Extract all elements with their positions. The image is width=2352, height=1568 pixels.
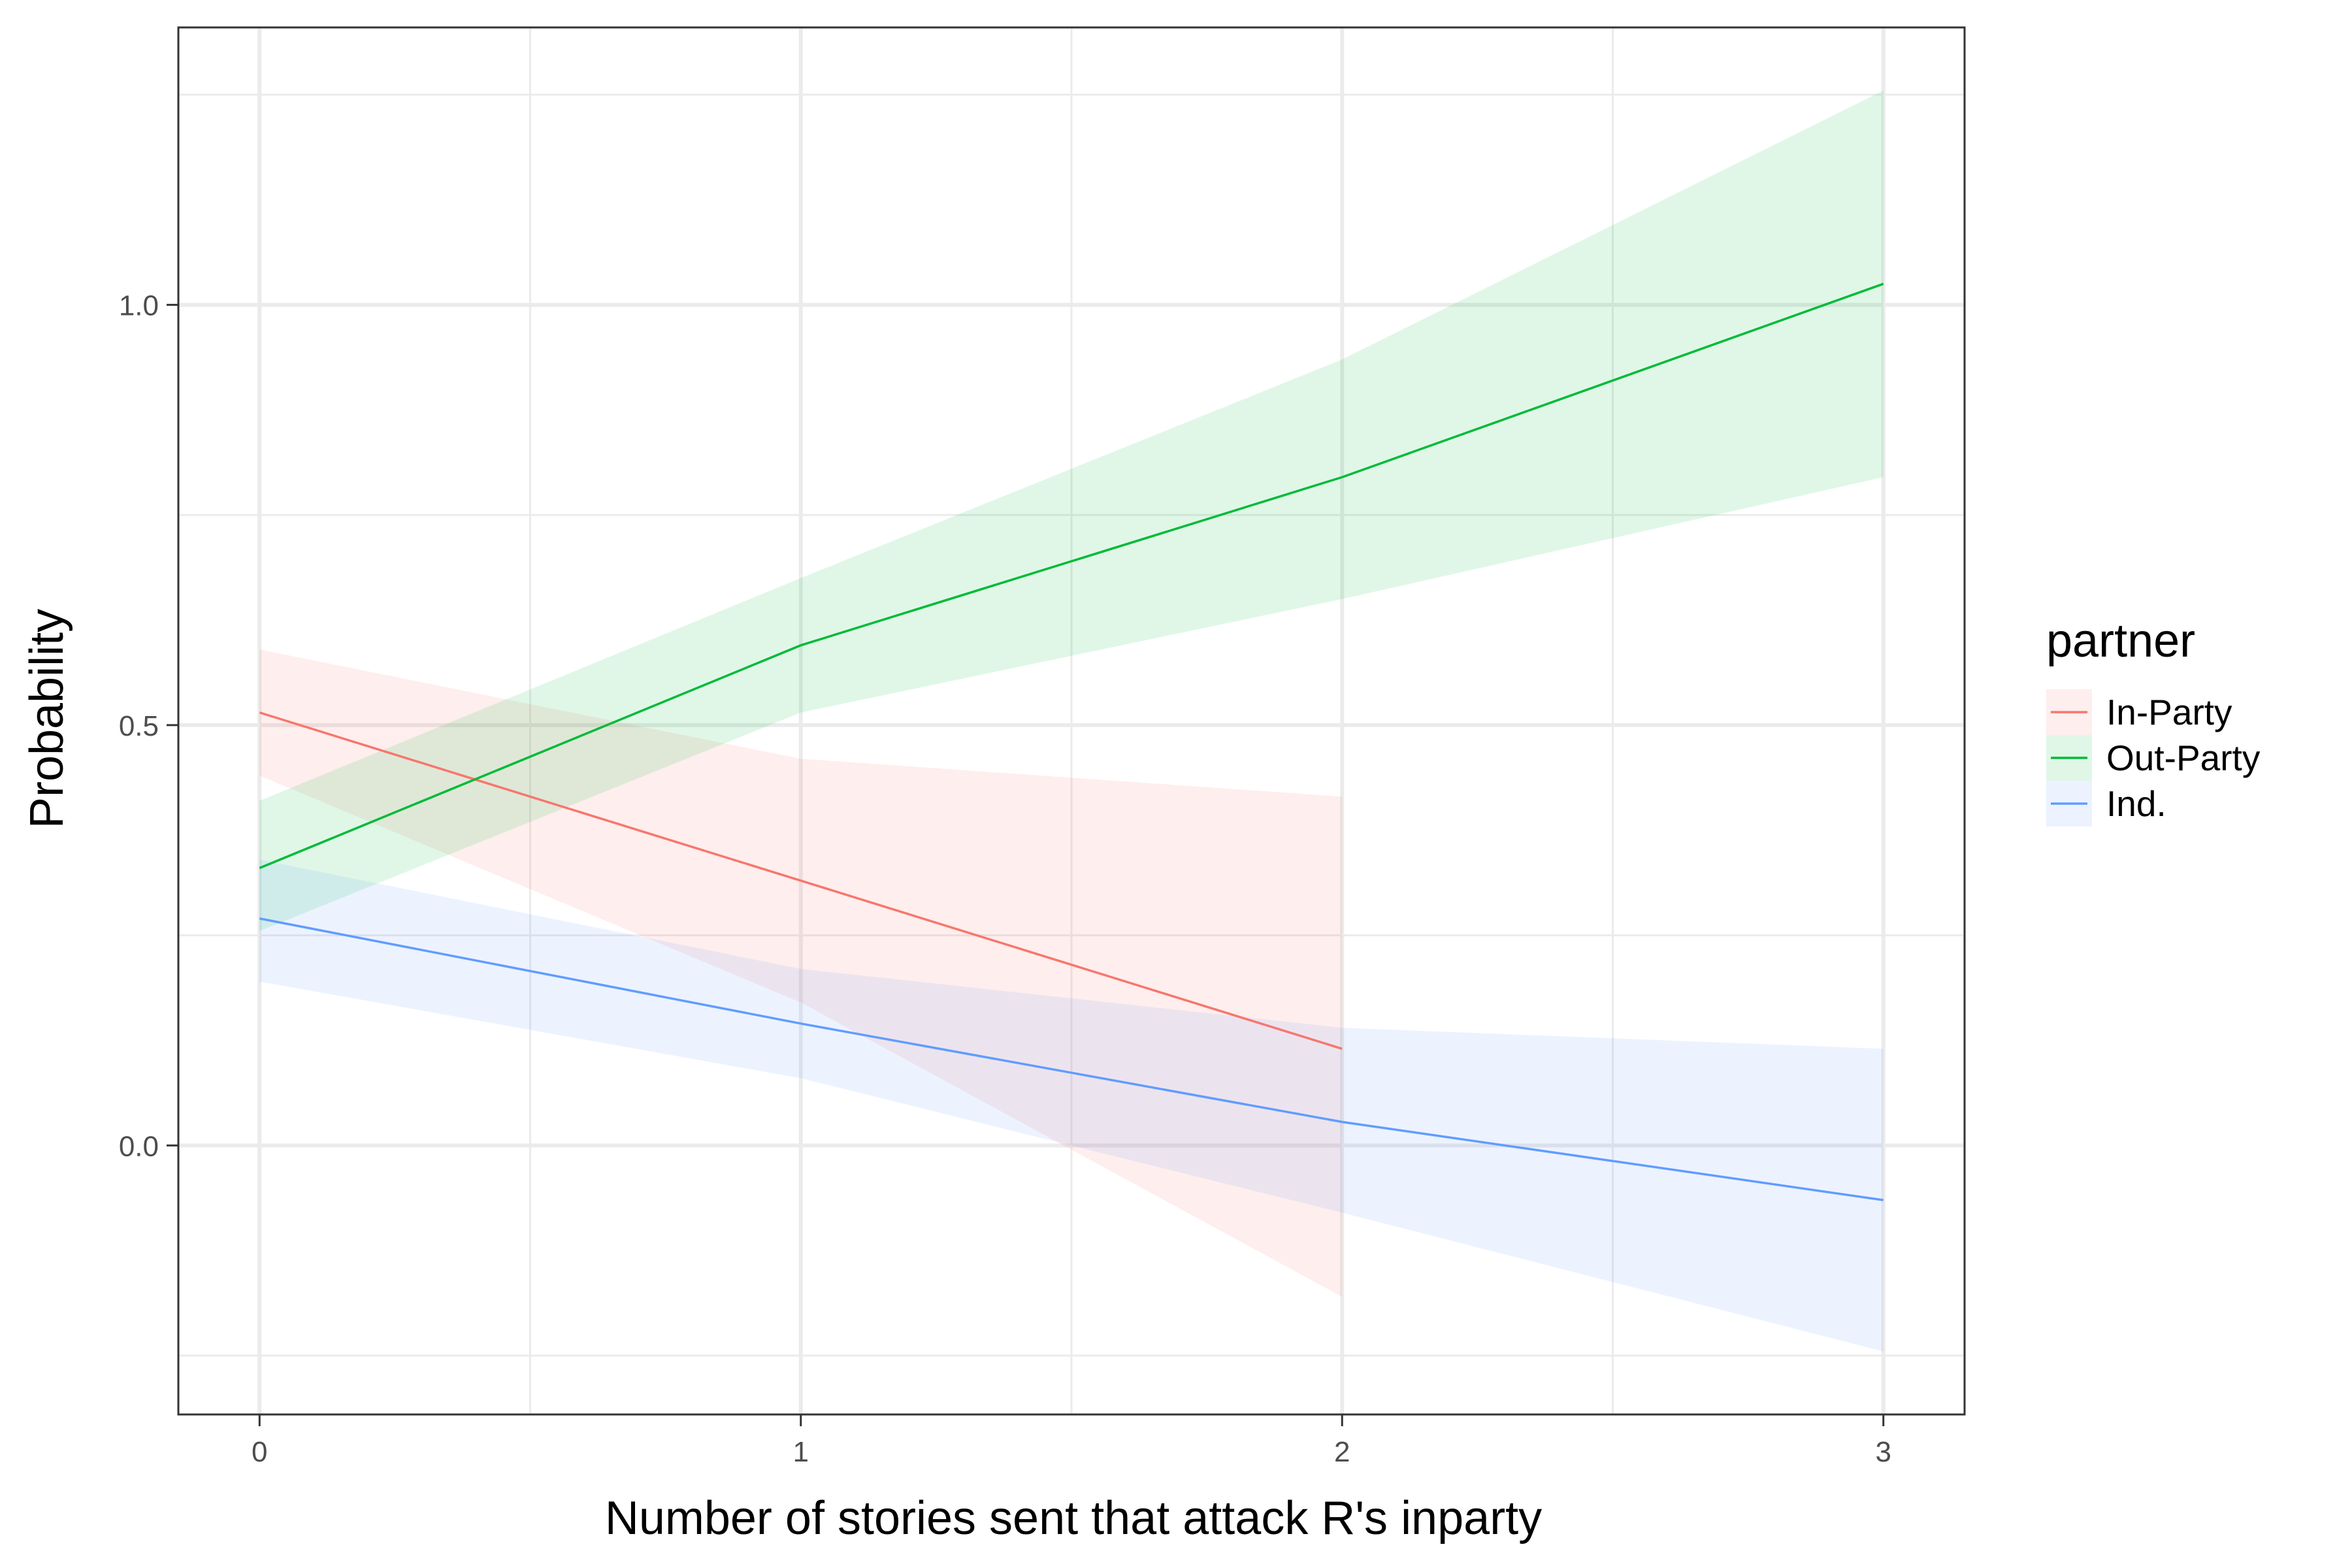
minor-gridlines — [178, 27, 1965, 1414]
line-out-party — [259, 282, 1884, 870]
legend-title: partner — [2046, 615, 2195, 667]
ribbon-out-party — [259, 90, 1884, 932]
y-tick-labels: 0.0 0.5 1.0 — [119, 290, 159, 1163]
y-axis-title: Probability — [21, 609, 73, 828]
x-tick-labels: 0 1 2 3 — [252, 1436, 1891, 1468]
x-axis-title: Number of stories sent that attack R's i… — [605, 1492, 1542, 1544]
line-ind — [259, 917, 1884, 1201]
series-lines — [259, 282, 1884, 1201]
x-tick-label: 0 — [252, 1436, 267, 1468]
ribbon-ind — [259, 859, 1884, 1352]
legend-label-in-party: In-Party — [2106, 692, 2232, 732]
x-tick-label: 1 — [793, 1436, 809, 1468]
legend: partner In-Party Out-Party Ind. — [2046, 615, 2261, 826]
y-tick-label: 0.5 — [119, 710, 159, 742]
major-gridlines — [178, 27, 1965, 1414]
panel-border — [177, 26, 1966, 1416]
y-tick-label: 1.0 — [119, 290, 159, 322]
legend-label-out-party: Out-Party — [2106, 738, 2261, 778]
line-in-party — [259, 711, 1343, 1050]
ribbon-in-party — [259, 649, 1343, 1297]
legend-label-ind: Ind. — [2106, 783, 2166, 824]
confidence-ribbons — [259, 90, 1884, 1352]
x-tick-label: 2 — [1334, 1436, 1350, 1468]
y-tick-label: 0.0 — [119, 1130, 159, 1162]
x-tick-label: 3 — [1875, 1436, 1891, 1468]
legend-keys: In-Party Out-Party Ind. — [2046, 689, 2261, 826]
plot-panel — [177, 26, 1966, 1416]
axis-ticks — [167, 304, 1885, 1426]
